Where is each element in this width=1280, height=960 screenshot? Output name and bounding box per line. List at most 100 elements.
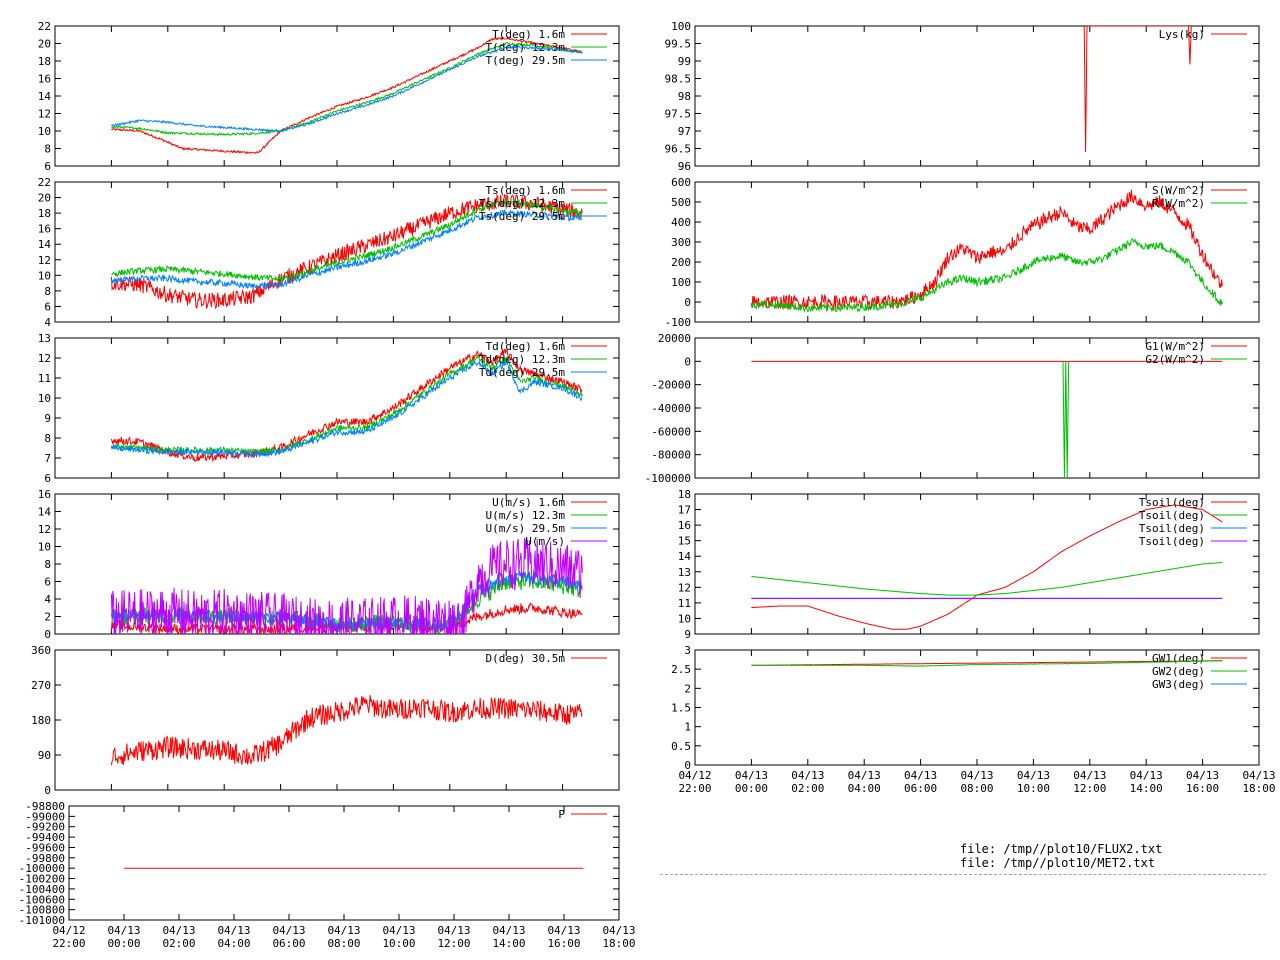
x-tick-label: 10:00 [1017, 782, 1050, 795]
y-tick-label: 16 [38, 488, 51, 501]
y-tick-label: -100000 [645, 472, 691, 485]
x-tick-label: 16:00 [547, 937, 580, 950]
y-tick-label: 97 [678, 125, 691, 138]
y-tick-label: 10 [38, 541, 51, 554]
legend-label: U(m/s) [525, 535, 565, 548]
y-tick-label: -99000 [25, 810, 65, 823]
y-tick-label: 10 [38, 392, 51, 405]
y-tick-label: -100000 [19, 862, 65, 875]
legend-label: G2(W/m^2) [1145, 353, 1205, 366]
y-tick-label: -101000 [19, 914, 65, 927]
y-tick-label: 16 [38, 223, 51, 236]
x-tick-label: 00:00 [107, 937, 140, 950]
series-line-p_T-1 [111, 41, 583, 137]
y-tick-label: 3 [684, 644, 691, 657]
y-tick-label: 22 [38, 20, 51, 33]
y-tick-label: 14 [678, 550, 692, 563]
series-line-p_Td-1 [111, 354, 583, 456]
y-tick-label: 7 [44, 452, 51, 465]
x-tick-date: 04/13 [1017, 769, 1050, 782]
y-tick-label: 500 [671, 196, 691, 209]
y-tick-label: -100400 [19, 883, 65, 896]
legend-label: T(deg) 29.5m [486, 54, 566, 67]
x-tick-date: 04/13 [327, 924, 360, 937]
y-tick-label: 14 [38, 238, 52, 251]
y-tick-label: -40000 [651, 402, 691, 415]
series-line-p_Lys-0 [1083, 26, 1192, 153]
x-tick-label: 02:00 [791, 782, 824, 795]
x-tick-date: 04/13 [791, 769, 824, 782]
series-line-p_Ts-2 [110, 208, 583, 290]
x-tick-label: 04:00 [217, 937, 250, 950]
series-line-p_U-3 [110, 538, 583, 634]
x-tick-label: 12:00 [1073, 782, 1106, 795]
y-tick-label: 1 [684, 721, 691, 734]
legend-label: R(W/m^2) [1152, 197, 1205, 210]
panel-p_D: 0 90 180 270 360 D(deg) 30.5m [31, 644, 620, 797]
x-tick-date: 04/13 [1073, 769, 1106, 782]
y-tick-label: 6 [44, 300, 51, 313]
plot-frame [54, 649, 620, 791]
series-line-p_S-0 [750, 189, 1223, 311]
y-tick-label: 11 [678, 597, 691, 610]
legend-label: Tsoil(deg) [1139, 535, 1205, 548]
y-tick-label: -80000 [651, 449, 691, 462]
plot-frame [694, 25, 1260, 167]
y-tick-label: 600 [671, 176, 691, 189]
y-tick-label: 10 [678, 612, 691, 625]
plot-frame [68, 805, 620, 921]
y-tick-label: 20 [38, 192, 51, 205]
y-tick-label: 18 [38, 55, 51, 68]
y-tick-label: 11 [38, 372, 51, 385]
x-tick-date: 04/13 [107, 924, 140, 937]
panel-p_GW: 00.511.522.5304/1222:0004/1300:0004/1302… [671, 644, 1275, 795]
panel-p_P: -101000-100800-100600-100400-100200-1000… [19, 800, 636, 950]
legend-label: T(deg) 1.6m [492, 28, 565, 41]
x-tick-label: 14:00 [1130, 782, 1163, 795]
x-tick-label: 10:00 [382, 937, 415, 950]
series-line-p_T-2 [111, 45, 583, 133]
y-tick-label: -100 [665, 316, 692, 329]
y-tick-label: 15 [678, 535, 691, 548]
y-tick-label: 98.5 [665, 73, 692, 86]
y-tick-label: 96.5 [665, 143, 692, 156]
y-tick-label: 180 [31, 714, 51, 727]
y-tick-label: -99600 [25, 841, 65, 854]
legend-label: Ts(deg) 12.3m [479, 197, 565, 210]
series-line-p_GW-1 [751, 660, 1223, 667]
x-tick-label: 18:00 [1242, 782, 1275, 795]
x-tick-date: 04/13 [1130, 769, 1163, 782]
x-tick-date: 04/13 [492, 924, 525, 937]
series-line-p_S-1 [751, 237, 1223, 314]
y-tick-label: 16 [678, 519, 691, 532]
y-tick-label: 6 [44, 472, 51, 485]
x-tick-label: 00:00 [735, 782, 768, 795]
y-tick-label: 12 [678, 581, 691, 594]
series-line-p_Td-0 [110, 348, 583, 463]
legend-label: GW2(deg) [1152, 665, 1205, 678]
legend-label: GW1(deg) [1152, 652, 1205, 665]
legend-label: Tsoil(deg) [1139, 509, 1205, 522]
x-tick-date: 04/13 [904, 769, 937, 782]
y-tick-label: 18 [678, 488, 691, 501]
x-tick-date: 04/13 [1242, 769, 1275, 782]
x-tick-label: 12:00 [437, 937, 470, 950]
x-tick-label: 02:00 [162, 937, 195, 950]
legend-label: Ts(deg) 1.6m [486, 184, 566, 197]
panel-p_Tsoil: 9101112131415161718Tsoil(deg)Tsoil(deg)T… [678, 488, 1260, 641]
series-line-p_T-0 [111, 36, 583, 155]
y-tick-label: 9 [44, 412, 51, 425]
series-line-p_Tsoil-1 [751, 561, 1223, 596]
x-tick-date: 04/13 [602, 924, 635, 937]
y-tick-label: 99 [678, 55, 691, 68]
x-tick-date: 04/13 [162, 924, 195, 937]
legend-label: Td(deg) 29.5m [479, 366, 565, 379]
panel-p_Lys: 96 96.5 97 97.5 98 98.5 99 99.5 100 Lys(kg) [665, 20, 1260, 173]
y-tick-label: 100 [671, 276, 691, 289]
y-tick-label: 96 [678, 160, 691, 173]
y-tick-label: 8 [44, 143, 51, 156]
legend-label: U(m/s) 29.5m [486, 522, 566, 535]
